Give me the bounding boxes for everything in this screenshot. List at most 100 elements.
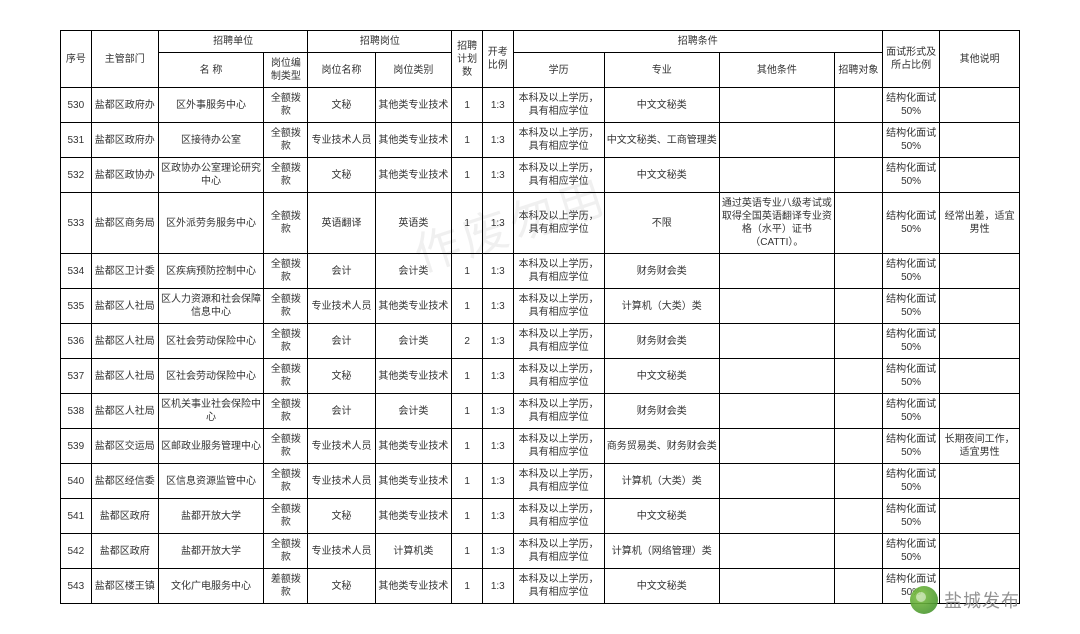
cell-post_type: 其他类专业技术 <box>375 569 452 604</box>
cell-unit_name: 盐都开放大学 <box>158 499 263 534</box>
cell-edu: 本科及以上学历，具有相应学位 <box>513 88 604 123</box>
cell-target <box>834 88 882 123</box>
cell-target <box>834 158 882 193</box>
cell-other <box>719 499 834 534</box>
cell-dept: 盐都区人社局 <box>91 324 158 359</box>
cell-unit_kind: 全额拨款 <box>264 324 308 359</box>
cell-other <box>719 359 834 394</box>
cell-unit_name: 区外派劳务服务中心 <box>158 193 263 254</box>
cell-seq: 536 <box>61 324 92 359</box>
cell-other <box>719 324 834 359</box>
cell-unit_kind: 全额拨款 <box>264 289 308 324</box>
cell-target <box>834 534 882 569</box>
cell-edu: 本科及以上学历，具有相应学位 <box>513 193 604 254</box>
cell-target <box>834 569 882 604</box>
cell-unit_kind: 差额拨款 <box>264 569 308 604</box>
cell-post_type: 其他类专业技术 <box>375 359 452 394</box>
cell-ratio: 1:3 <box>482 534 513 569</box>
cell-seq: 541 <box>61 499 92 534</box>
cell-edu: 本科及以上学历，具有相应学位 <box>513 534 604 569</box>
col-post-name: 岗位名称 <box>308 53 375 88</box>
cell-unit_name: 区政协办公室理论研究中心 <box>158 158 263 193</box>
table-row: 541盐都区政府盐都开放大学全额拨款文秘其他类专业技术11:3本科及以上学历，具… <box>61 499 1020 534</box>
cell-edu: 本科及以上学历，具有相应学位 <box>513 429 604 464</box>
cell-major: 财务财会类 <box>604 324 719 359</box>
cell-post_name: 文秘 <box>308 88 375 123</box>
cell-major: 财务财会类 <box>604 394 719 429</box>
cell-unit_kind: 全额拨款 <box>264 88 308 123</box>
cell-post_name: 会计 <box>308 324 375 359</box>
cell-dept: 盐都区经信委 <box>91 464 158 499</box>
cell-post_type: 会计类 <box>375 324 452 359</box>
cell-edu: 本科及以上学历，具有相应学位 <box>513 569 604 604</box>
col-interview: 面试形式及所占比例 <box>882 31 940 88</box>
cell-seq: 530 <box>61 88 92 123</box>
cell-interview: 结构化面试50% <box>882 123 940 158</box>
cell-interview: 结构化面试50% <box>882 324 940 359</box>
cell-edu: 本科及以上学历，具有相应学位 <box>513 324 604 359</box>
col-unit-group: 招聘单位 <box>158 31 308 53</box>
cell-post_type: 其他类专业技术 <box>375 429 452 464</box>
cell-other <box>719 464 834 499</box>
table-row: 540盐都区经信委区信息资源监管中心全额拨款专业技术人员其他类专业技术11:3本… <box>61 464 1020 499</box>
table-row: 533盐都区商务局区外派劳务服务中心全额拨款英语翻译英语类11:3本科及以上学历… <box>61 193 1020 254</box>
cell-major: 财务财会类 <box>604 254 719 289</box>
table-header: 序号 主管部门 招聘单位 招聘岗位 招聘计划数 开考比例 招聘条件 面试形式及所… <box>61 31 1020 88</box>
cell-ratio: 1:3 <box>482 123 513 158</box>
cell-plan: 1 <box>452 499 483 534</box>
cell-unit_name: 区外事服务中心 <box>158 88 263 123</box>
cell-post_type: 其他类专业技术 <box>375 123 452 158</box>
cell-remark: 长期夜间工作，适宜男性 <box>940 429 1020 464</box>
cell-ratio: 1:3 <box>482 569 513 604</box>
cell-seq: 535 <box>61 289 92 324</box>
cell-ratio: 1:3 <box>482 394 513 429</box>
cell-post_type: 计算机类 <box>375 534 452 569</box>
cell-dept: 盐都区人社局 <box>91 289 158 324</box>
cell-dept: 盐都区政府 <box>91 499 158 534</box>
cell-remark <box>940 499 1020 534</box>
col-edu: 学历 <box>513 53 604 88</box>
cell-ratio: 1:3 <box>482 359 513 394</box>
cell-edu: 本科及以上学历，具有相应学位 <box>513 394 604 429</box>
cell-interview: 结构化面试50% <box>882 158 940 193</box>
cell-plan: 1 <box>452 158 483 193</box>
table-row: 537盐都区人社局区社会劳动保险中心全额拨款文秘其他类专业技术11:3本科及以上… <box>61 359 1020 394</box>
cell-post_name: 专业技术人员 <box>308 464 375 499</box>
cell-seq: 537 <box>61 359 92 394</box>
cell-target <box>834 464 882 499</box>
cell-edu: 本科及以上学历，具有相应学位 <box>513 359 604 394</box>
cell-unit_kind: 全额拨款 <box>264 394 308 429</box>
cell-other <box>719 429 834 464</box>
table-row: 531盐都区政府办区接待办公室全额拨款专业技术人员其他类专业技术11:3本科及以… <box>61 123 1020 158</box>
cell-interview: 结构化面试50% <box>882 289 940 324</box>
cell-seq: 543 <box>61 569 92 604</box>
table-row: 542盐都区政府盐都开放大学全额拨款专业技术人员计算机类11:3本科及以上学历，… <box>61 534 1020 569</box>
cell-seq: 533 <box>61 193 92 254</box>
col-unit-kind: 岗位编制类型 <box>264 53 308 88</box>
table-row: 536盐都区人社局区社会劳动保险中心全额拨款会计会计类21:3本科及以上学历，具… <box>61 324 1020 359</box>
cell-other <box>719 88 834 123</box>
cell-plan: 1 <box>452 193 483 254</box>
cell-major: 中文文秘类 <box>604 88 719 123</box>
cell-dept: 盐都区政府办 <box>91 88 158 123</box>
cell-major: 中文文秘类 <box>604 499 719 534</box>
cell-ratio: 1:3 <box>482 499 513 534</box>
cell-remark <box>940 534 1020 569</box>
cell-unit_kind: 全额拨款 <box>264 359 308 394</box>
cell-post_type: 会计类 <box>375 254 452 289</box>
cell-seq: 532 <box>61 158 92 193</box>
cell-unit_name: 盐都开放大学 <box>158 534 263 569</box>
cell-post_type: 其他类专业技术 <box>375 464 452 499</box>
cell-major: 中文文秘类 <box>604 158 719 193</box>
cell-edu: 本科及以上学历，具有相应学位 <box>513 289 604 324</box>
cell-plan: 1 <box>452 429 483 464</box>
cell-unit_name: 文化广电服务中心 <box>158 569 263 604</box>
cell-unit_name: 区机关事业社会保险中心 <box>158 394 263 429</box>
cell-unit_kind: 全额拨款 <box>264 123 308 158</box>
cell-post_name: 专业技术人员 <box>308 534 375 569</box>
cell-other <box>719 158 834 193</box>
table-row: 532盐都区政协办区政协办公室理论研究中心全额拨款文秘其他类专业技术11:3本科… <box>61 158 1020 193</box>
cell-target <box>834 254 882 289</box>
cell-edu: 本科及以上学历，具有相应学位 <box>513 123 604 158</box>
cell-edu: 本科及以上学历，具有相应学位 <box>513 464 604 499</box>
